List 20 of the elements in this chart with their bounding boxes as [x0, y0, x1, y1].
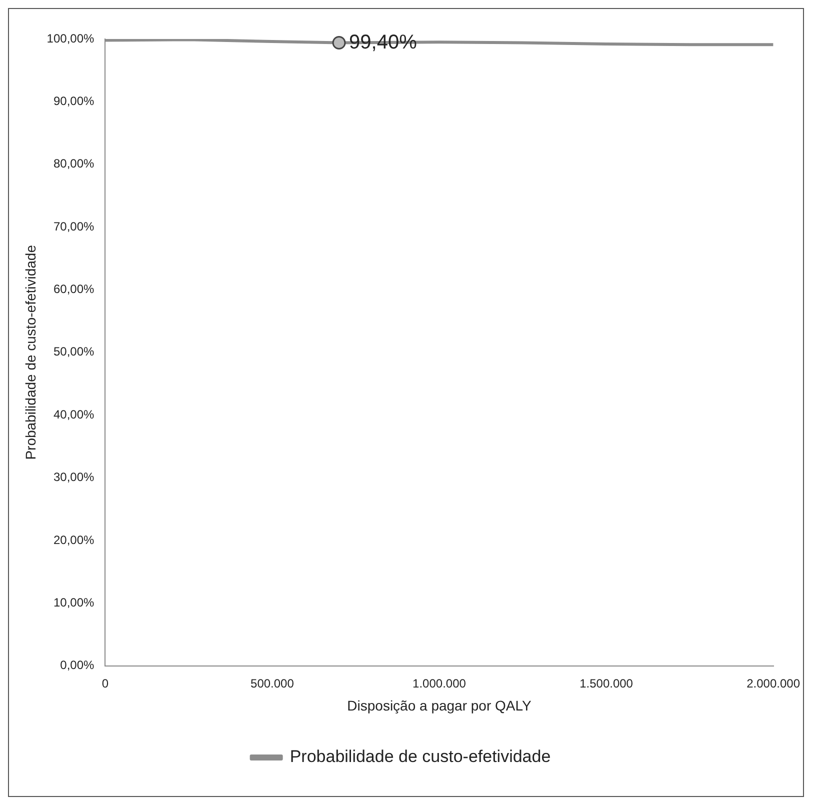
- legend-label: Probabilidade de custo-efetividade: [290, 747, 551, 766]
- annotation: 99,40%: [349, 31, 418, 54]
- x-tick-label: 500.000: [250, 676, 294, 690]
- x-tick-label: 1.500.000: [580, 676, 634, 690]
- y-tick-label: 60,00%: [53, 282, 94, 296]
- y-tick-label: 90,00%: [53, 94, 94, 108]
- x-axis-title: Disposição a pagar por QALY: [347, 697, 532, 714]
- x-tick-label: 2.000.000: [746, 676, 800, 690]
- y-tick-label: 50,00%: [53, 344, 94, 359]
- y-tick-label: 30,00%: [53, 470, 94, 484]
- y-tick-label: 80,00%: [53, 156, 94, 171]
- x-tick-label: 0: [102, 676, 109, 690]
- y-tick-label: 0,00%: [60, 658, 94, 672]
- y-axis-title: Probabilidade de custo-efetividade: [22, 244, 38, 460]
- y-tick-label: 20,00%: [53, 532, 94, 547]
- y-tick-label: 100,00%: [46, 31, 94, 46]
- y-tick-label: 40,00%: [53, 407, 94, 422]
- x-tick-label: 1.000.000: [412, 676, 466, 690]
- y-tick-label: 70,00%: [53, 219, 94, 234]
- y-tick-label: 10,00%: [53, 595, 94, 610]
